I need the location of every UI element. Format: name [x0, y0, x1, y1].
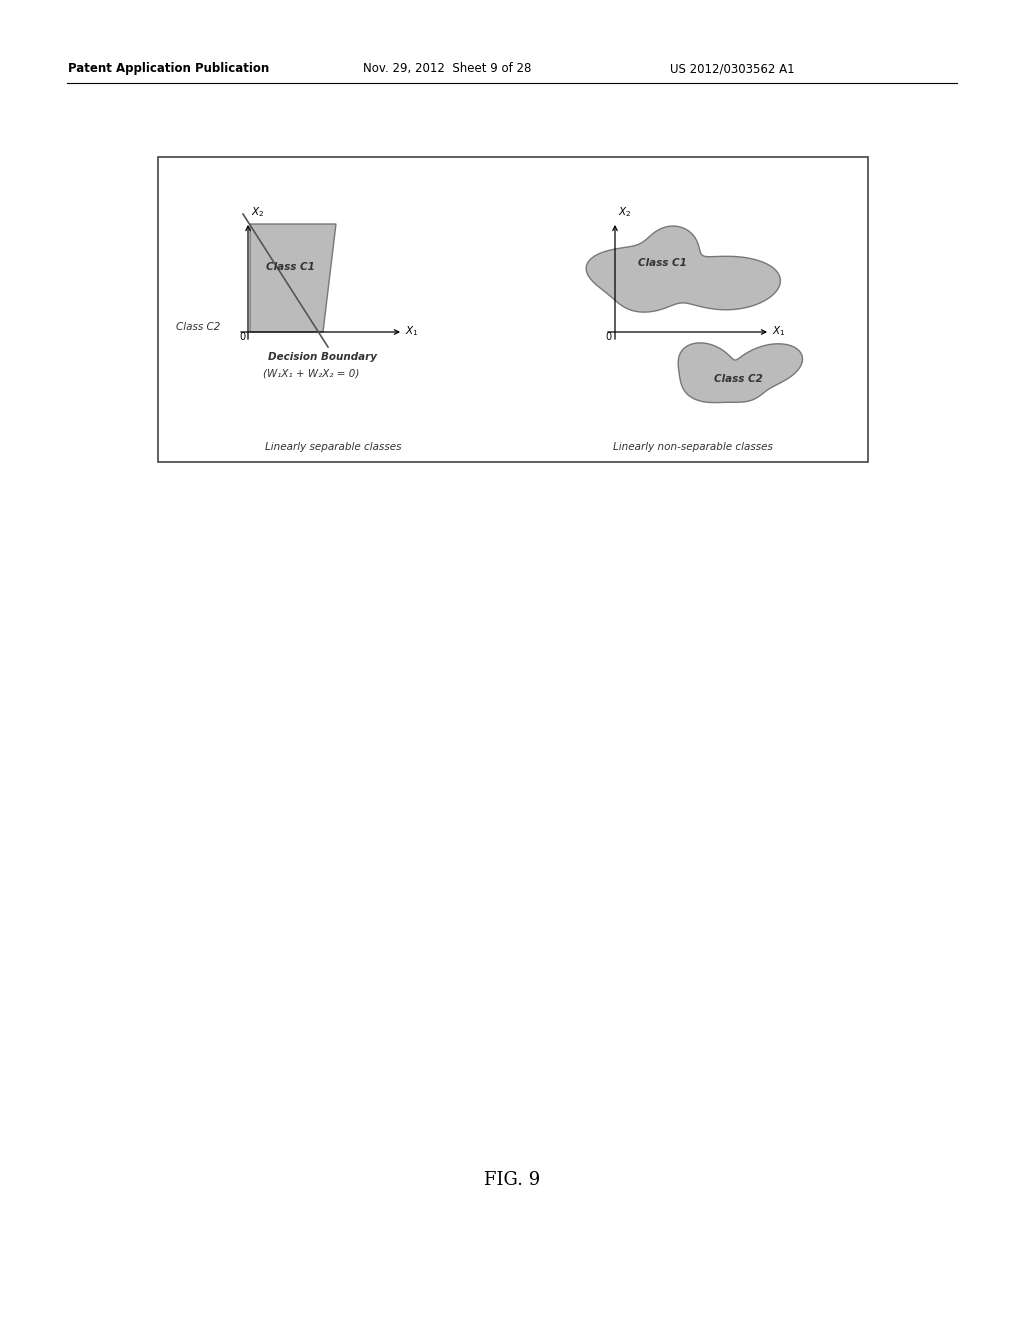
- Text: 0: 0: [239, 333, 245, 342]
- Text: Class C2: Class C2: [176, 322, 220, 333]
- Text: Decision Boundary: Decision Boundary: [268, 352, 377, 362]
- Polygon shape: [678, 343, 803, 403]
- Text: FIG. 9: FIG. 9: [484, 1171, 540, 1189]
- Polygon shape: [586, 226, 780, 312]
- Text: $X_1$: $X_1$: [772, 325, 785, 338]
- Polygon shape: [250, 224, 336, 333]
- Text: Class C1: Class C1: [265, 261, 314, 272]
- Text: Patent Application Publication: Patent Application Publication: [68, 62, 269, 75]
- Text: Class C1: Class C1: [638, 257, 686, 268]
- Text: (W₁X₁ + W₂X₂ = 0): (W₁X₁ + W₂X₂ = 0): [263, 368, 359, 378]
- Text: $X_2$: $X_2$: [251, 205, 264, 219]
- Text: Linearly non-separable classes: Linearly non-separable classes: [613, 442, 773, 451]
- Text: US 2012/0303562 A1: US 2012/0303562 A1: [670, 62, 795, 75]
- Text: Class C2: Class C2: [714, 374, 763, 384]
- Bar: [158, 157, 868, 462]
- Text: Nov. 29, 2012  Sheet 9 of 28: Nov. 29, 2012 Sheet 9 of 28: [362, 62, 531, 75]
- Text: $X_1$: $X_1$: [406, 325, 419, 338]
- Text: Linearly separable classes: Linearly separable classes: [265, 442, 401, 451]
- Text: $X_2$: $X_2$: [618, 205, 632, 219]
- Text: 0: 0: [605, 333, 611, 342]
